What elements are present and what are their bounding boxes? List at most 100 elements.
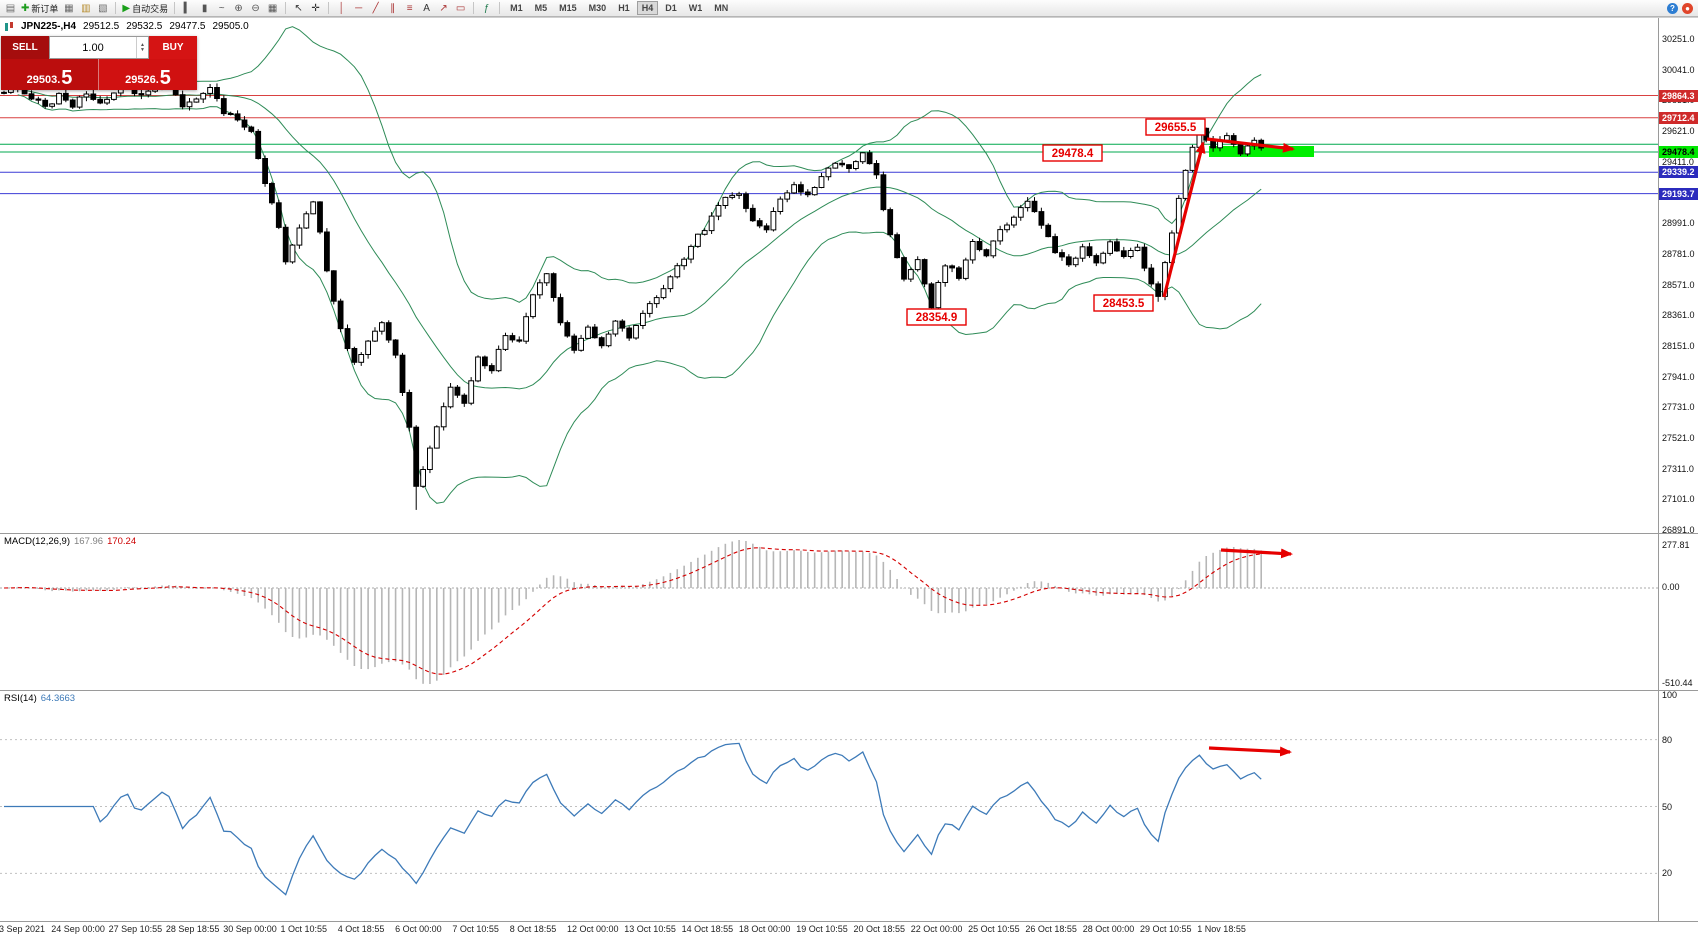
market-watch-icon: ▧ — [98, 2, 108, 14]
price-axis-label: 28991.0 — [1662, 218, 1695, 229]
timeframe-button-h1[interactable]: H1 — [618, 3, 630, 13]
chart-windows-button[interactable]: ▦ — [61, 1, 76, 15]
highlight-zone[interactable] — [1209, 146, 1314, 157]
rsi-name: RSI(14) — [4, 693, 37, 704]
cursor-icon: ↖ — [294, 2, 303, 14]
horizontal-level-lines[interactable] — [0, 95, 1658, 195]
price-axis-label: 28151.0 — [1662, 340, 1695, 351]
timeframe-button-w1[interactable]: W1 — [688, 3, 703, 13]
time-axis-label: 1 Nov 18:55 — [1197, 924, 1246, 934]
toolbar-separator — [174, 2, 176, 14]
time-axis-label: 20 Oct 18:55 — [853, 924, 906, 934]
price-axis-label: 27521.0 — [1662, 433, 1695, 444]
svg-text:28354.9: 28354.9 — [916, 312, 958, 324]
buy-button[interactable]: BUY — [149, 36, 197, 59]
timeframe-button-m5[interactable]: M5 — [534, 3, 548, 13]
crosshair-icon: ✛ — [311, 2, 320, 14]
candlesticks — [1, 79, 1265, 510]
buy-price[interactable]: 29526. 5 — [99, 59, 197, 90]
new-chart-icon: ▤ — [5, 2, 16, 14]
time-axis-label: 29 Oct 10:55 — [1140, 924, 1192, 934]
volume-field[interactable]: 1.00 ▲ ▼ — [49, 36, 149, 59]
vertical-line-icon: │ — [338, 2, 345, 14]
macd-pane-label: MACD(12,26,9) 167.96 170.24 — [4, 536, 136, 547]
new-chart-button[interactable]: ▤ — [3, 1, 18, 15]
timeframe-button-m30[interactable]: M30 — [588, 3, 607, 13]
crosshair-button[interactable]: ✛ — [308, 1, 323, 15]
equidistant-channel-button[interactable]: ∥ — [385, 1, 400, 15]
price-axis-label: 28781.0 — [1662, 248, 1695, 259]
new-order-button[interactable]: ✚ 新订单 — [20, 1, 59, 15]
close-value: 29505.0 — [212, 21, 249, 32]
price-axis-label: 29621.0 — [1662, 126, 1695, 137]
time-axis-label: 24 Sep 00:00 — [51, 924, 105, 934]
indicators-button[interactable]: ƒ — [479, 1, 494, 15]
macd-signal-line — [3, 547, 1262, 675]
volume-value: 1.00 — [82, 41, 104, 54]
annotation-arrows[interactable] — [1162, 137, 1295, 757]
timeframe-button-mn[interactable]: MN — [714, 3, 729, 13]
rsi-axis-label: 80 — [1662, 734, 1673, 745]
sell-price[interactable]: 29503. 5 — [1, 59, 99, 90]
rsi-axis-label: 20 — [1662, 868, 1673, 879]
line-chart-mode-icon: ~ — [218, 2, 225, 14]
buy-price-frac: 5 — [159, 67, 171, 89]
help-icon[interactable]: ? — [1667, 2, 1678, 14]
fibonacci-button[interactable]: ≡ — [402, 1, 417, 15]
toolbar-separator — [115, 2, 117, 14]
time-axis-label: 12 Oct 00:00 — [567, 924, 619, 934]
autotrade-icon: ▶ — [122, 2, 131, 14]
price-axis-badge: 29712.4 — [1659, 111, 1698, 124]
horizontal-line-button[interactable]: ─ — [351, 1, 366, 15]
trendline-icon: ╱ — [372, 2, 379, 14]
macd-axis-label: 0.00 — [1662, 582, 1680, 592]
line-chart-mode-button[interactable]: ~ — [214, 1, 229, 15]
time-axis-label: 27 Sep 10:55 — [108, 924, 163, 934]
timeframe-button-m1[interactable]: M1 — [510, 3, 523, 13]
record-icon[interactable]: ● — [1682, 2, 1693, 14]
profiles-button[interactable]: ▥ — [78, 1, 93, 15]
time-axis-label: 25 Oct 10:55 — [968, 924, 1020, 934]
timeframe-button-h4[interactable]: H4 — [636, 1, 659, 15]
candle-chart-mode-button[interactable]: ▮ — [197, 1, 212, 15]
arrows-tool-button[interactable]: ↗ — [436, 1, 451, 15]
volume-up-icon[interactable]: ▲ — [140, 41, 145, 48]
tile-windows-button[interactable]: ▦ — [265, 1, 280, 15]
zoom-out-button[interactable]: ⊖ — [248, 1, 263, 15]
toolbar: ▤ ✚ 新订单 ▦ ▥ ▧ ▶ 自动交易 ▍ ▮ ~ ⊕ ⊖ ▦ ↖ ✛ │ ─ ╱ ∥ ≡ A ↗ ▭ ƒ M1 M5 M15 M30… — [0, 0, 1698, 17]
price-callouts[interactable]: 29655.5 29478.4 28453.5 28354.9 — [906, 118, 1206, 326]
autotrade-button[interactable]: ▶ 自动交易 — [121, 1, 169, 15]
shapes-tool-button[interactable]: ▭ — [453, 1, 468, 15]
chart-ohlc-bar: JPN225-,H4 29512.5 29532.5 29477.5 29505… — [4, 21, 249, 32]
cursor-button[interactable]: ↖ — [291, 1, 306, 15]
volume-spinner[interactable]: ▲ ▼ — [136, 37, 148, 58]
time-axis-label: 30 Sep 00:00 — [223, 924, 277, 934]
vertical-line-button[interactable]: │ — [334, 1, 349, 15]
text-label-button[interactable]: A — [419, 1, 434, 15]
zoom-in-button[interactable]: ⊕ — [231, 1, 246, 15]
zoom-in-icon: ⊕ — [234, 2, 243, 14]
time-axis-label: 1 Oct 10:55 — [280, 924, 328, 934]
price-axis-badge: 29339.2 — [1659, 166, 1698, 179]
sell-button[interactable]: SELL — [1, 36, 49, 59]
low-value: 29477.5 — [169, 21, 206, 32]
bar-chart-mode-button[interactable]: ▍ — [180, 1, 195, 15]
svg-text:28453.5: 28453.5 — [1103, 298, 1145, 310]
autotrade-label: 自动交易 — [132, 3, 169, 14]
time-axis-label: 6 Oct 00:00 — [395, 924, 442, 934]
time-axis-label: 28 Oct 00:00 — [1082, 924, 1135, 934]
toolbar-right-group: ? ● — [1667, 2, 1695, 14]
time-axis-label: 4 Oct 18:55 — [337, 924, 385, 934]
horizontal-line-icon: ─ — [355, 2, 363, 14]
macd-axis-label: 277.81 — [1662, 540, 1690, 550]
price-axis[interactable]: 30251.030041.029831.029621.029411.028991… — [1659, 0, 1698, 938]
trendline-button[interactable]: ╱ — [368, 1, 383, 15]
volume-down-icon[interactable]: ▼ — [140, 46, 145, 53]
market-watch-button[interactable]: ▧ — [95, 1, 110, 15]
timeframe-button-d1[interactable]: D1 — [665, 3, 677, 13]
price-axis-label: 28361.0 — [1662, 310, 1695, 321]
price-axis-label: 27941.0 — [1662, 371, 1695, 382]
timeframe-button-m15[interactable]: M15 — [559, 3, 577, 13]
